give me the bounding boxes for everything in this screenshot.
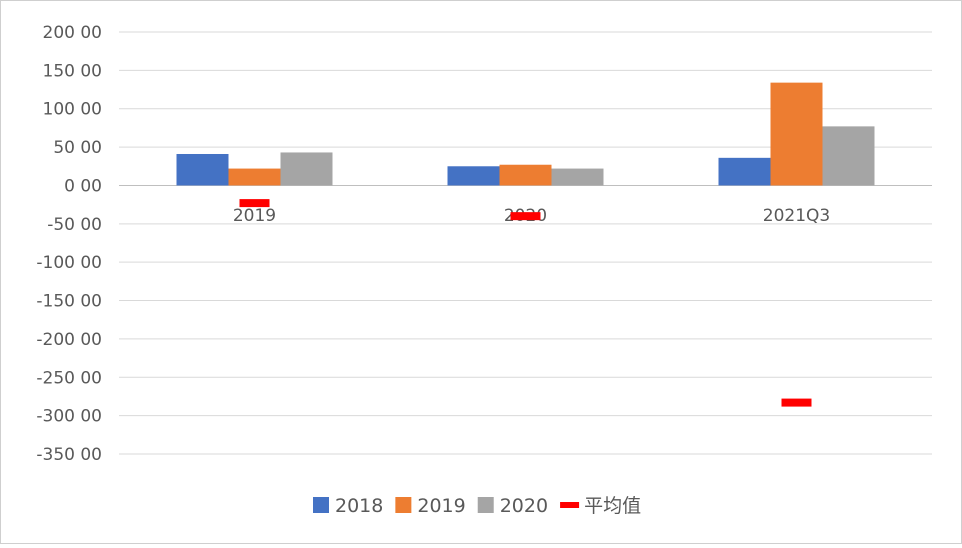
y-tick-label: -200 00 [36,330,102,350]
average-markers [239,199,812,407]
y-tick-label: -350 00 [36,445,102,465]
legend: 2018 2019 2020 平均值 [313,495,641,517]
legend-label: 平均值 [584,495,641,517]
y-tick-label: -300 00 [36,407,102,427]
bars [176,82,875,186]
average-marker-2021Q3 [781,398,812,407]
y-tick-label: -50 00 [47,215,102,235]
average-marker-2019 [239,199,270,208]
bar-2020-2021Q3 [822,126,875,186]
y-tick-label: 150 00 [43,61,102,81]
legend-swatch-2020 [477,497,494,513]
average-marker-2020 [510,212,541,221]
y-tick-label: -150 00 [36,292,102,312]
bar-2019-2020 [499,164,552,186]
legend-label: 2020 [500,495,548,517]
bar-2020-2019 [280,152,333,186]
y-tick-label: 0 00 [64,176,102,196]
y-tick-label: 200 00 [43,23,102,43]
bar-2020-2020 [551,168,604,186]
bar-2019-2021Q3 [770,82,823,186]
y-tick-label: -250 00 [36,368,102,388]
bar-2018-2019 [176,153,229,186]
y-tick-label: 50 00 [53,138,102,158]
legend-swatch-2018 [313,497,329,513]
legend-label: 2018 [335,495,383,517]
bar-2018-2021Q3 [718,157,771,186]
legend-swatch-2019 [395,497,412,513]
y-tick-label: 100 00 [43,100,102,120]
x-tick-label: 2019 [233,206,276,226]
y-tick-label: -100 00 [36,253,102,273]
legend-swatch-average [560,502,580,508]
x-tick-label: 2021Q3 [763,206,830,226]
y-axis-ticks: 200 00 150 00 100 00 50 00 0 00 -50 00 -100 00… [36,23,102,465]
bar-2019-2019 [228,168,281,186]
legend-label: 2019 [417,495,465,517]
bar-2018-2020 [447,166,500,186]
